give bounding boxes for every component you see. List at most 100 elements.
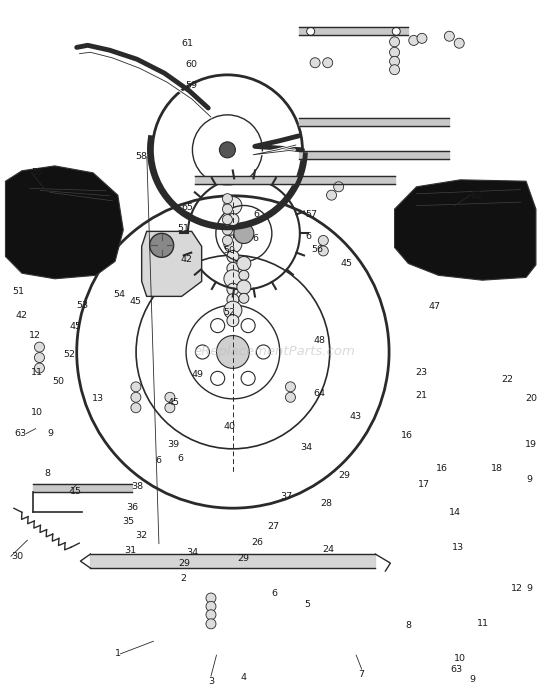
- Text: 34: 34: [300, 443, 312, 452]
- Text: 4: 4: [241, 673, 247, 682]
- Circle shape: [241, 319, 255, 332]
- Circle shape: [222, 194, 232, 204]
- Text: 22: 22: [501, 376, 513, 384]
- Circle shape: [165, 392, 175, 402]
- Text: 45: 45: [168, 399, 180, 407]
- Circle shape: [227, 250, 239, 263]
- Circle shape: [318, 236, 328, 245]
- Text: 38: 38: [132, 482, 144, 491]
- Circle shape: [222, 236, 232, 245]
- Text: 60: 60: [185, 60, 197, 68]
- Text: 59: 59: [185, 81, 197, 89]
- Text: 8: 8: [406, 622, 412, 630]
- Circle shape: [237, 256, 251, 270]
- Text: 61: 61: [181, 39, 193, 47]
- Text: 6: 6: [306, 233, 312, 241]
- Text: 39: 39: [168, 441, 180, 449]
- Text: 55: 55: [32, 169, 44, 177]
- Text: 6: 6: [253, 210, 259, 219]
- Circle shape: [334, 182, 344, 192]
- Text: 6: 6: [178, 454, 184, 463]
- Circle shape: [224, 301, 242, 319]
- Circle shape: [227, 314, 239, 327]
- Text: 52: 52: [224, 308, 236, 316]
- Text: 50: 50: [224, 247, 236, 255]
- Circle shape: [206, 593, 216, 603]
- Text: 8: 8: [44, 470, 50, 478]
- Text: 12: 12: [511, 585, 523, 593]
- Circle shape: [327, 190, 336, 200]
- Text: 35: 35: [122, 517, 134, 526]
- Circle shape: [227, 293, 239, 306]
- Text: 58: 58: [135, 153, 147, 161]
- Text: 14: 14: [449, 508, 461, 516]
- Text: 64: 64: [313, 390, 326, 398]
- Circle shape: [237, 280, 251, 294]
- Text: 6: 6: [271, 590, 277, 598]
- Text: 9: 9: [526, 475, 532, 484]
- Circle shape: [131, 392, 141, 402]
- Text: 42: 42: [181, 255, 193, 263]
- Text: 29: 29: [339, 471, 351, 480]
- Text: eReplacementParts.com: eReplacementParts.com: [193, 346, 355, 358]
- Circle shape: [227, 283, 239, 296]
- Circle shape: [35, 363, 44, 373]
- Circle shape: [35, 353, 44, 362]
- Circle shape: [390, 37, 399, 47]
- Text: 13: 13: [452, 543, 464, 551]
- Text: 28: 28: [321, 499, 333, 507]
- Circle shape: [210, 372, 225, 385]
- Text: 2: 2: [180, 574, 186, 583]
- Text: 26: 26: [251, 538, 263, 546]
- Circle shape: [241, 372, 255, 385]
- Circle shape: [222, 215, 232, 224]
- Circle shape: [234, 224, 254, 243]
- Text: 43: 43: [350, 413, 362, 421]
- Circle shape: [444, 31, 454, 41]
- Circle shape: [409, 36, 419, 45]
- Circle shape: [131, 382, 141, 392]
- Text: 19: 19: [525, 441, 537, 449]
- Text: 3: 3: [208, 677, 214, 686]
- Circle shape: [310, 58, 320, 68]
- Text: 10: 10: [31, 408, 43, 417]
- Text: 31: 31: [124, 546, 136, 555]
- Circle shape: [454, 38, 464, 48]
- Text: 34: 34: [186, 548, 198, 556]
- Polygon shape: [5, 166, 123, 279]
- Circle shape: [206, 619, 216, 629]
- Text: 20: 20: [525, 395, 537, 403]
- Text: 17: 17: [418, 480, 430, 489]
- Text: 12: 12: [29, 332, 41, 340]
- Circle shape: [219, 142, 236, 158]
- Circle shape: [165, 403, 175, 413]
- Text: 15: 15: [70, 487, 82, 496]
- Circle shape: [227, 225, 239, 238]
- Text: 56: 56: [311, 245, 323, 254]
- Circle shape: [224, 270, 242, 288]
- Text: 21: 21: [415, 392, 427, 400]
- Text: 50: 50: [53, 378, 65, 386]
- Text: 6: 6: [252, 234, 258, 243]
- Text: 11: 11: [477, 620, 489, 628]
- Circle shape: [227, 262, 239, 275]
- Text: 24: 24: [322, 545, 334, 553]
- Circle shape: [216, 335, 249, 369]
- Circle shape: [286, 382, 295, 392]
- Text: 65: 65: [181, 204, 193, 212]
- Text: 57: 57: [306, 210, 318, 219]
- Text: 18: 18: [490, 464, 503, 473]
- Circle shape: [206, 602, 216, 611]
- Circle shape: [390, 65, 399, 75]
- Circle shape: [224, 235, 242, 253]
- Circle shape: [227, 213, 239, 226]
- Text: 49: 49: [192, 371, 204, 379]
- Text: 36: 36: [126, 503, 138, 512]
- Circle shape: [390, 47, 399, 57]
- Text: 45: 45: [129, 297, 141, 305]
- Text: 11: 11: [31, 369, 43, 377]
- Circle shape: [307, 27, 315, 36]
- Circle shape: [196, 345, 209, 359]
- Circle shape: [150, 233, 174, 257]
- Text: 37: 37: [281, 492, 293, 500]
